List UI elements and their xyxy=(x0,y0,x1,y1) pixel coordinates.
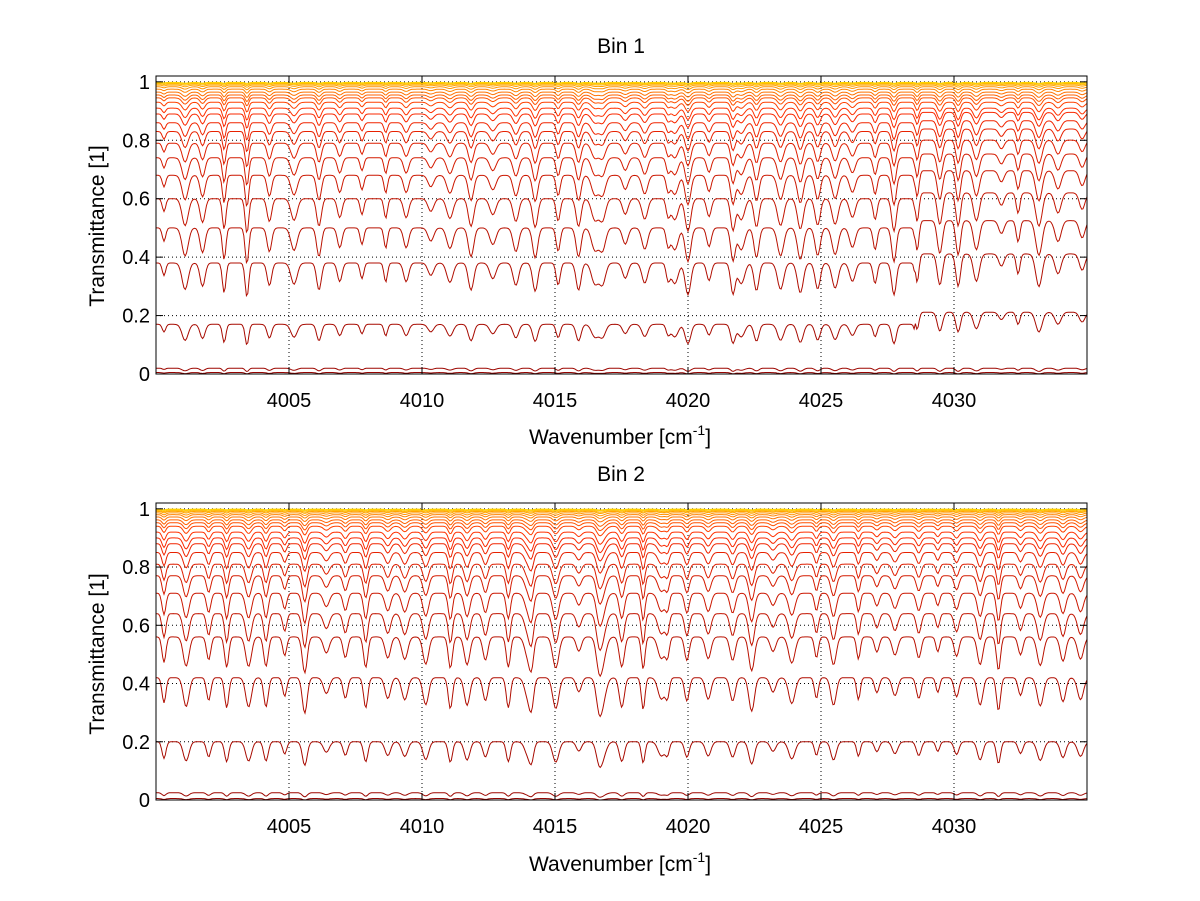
chart-panel-bin-1: Bin 1 4005 4010 4015 4020 4025 4030 0 0.2 0.4 0.6… xyxy=(86,35,1088,449)
series-line xyxy=(156,170,1088,208)
series-group xyxy=(155,508,1088,801)
x-tick-label: 4020 xyxy=(666,390,711,412)
series-line xyxy=(156,543,1088,562)
x-tick-label: 4015 xyxy=(533,816,578,838)
series-line xyxy=(155,537,1088,554)
series-line xyxy=(156,510,1088,515)
series-line xyxy=(155,636,1088,678)
series-line xyxy=(156,592,1088,628)
series-line xyxy=(156,563,1088,590)
series-line xyxy=(156,311,1088,346)
ticks: 4005 4010 4015 4020 4025 4030 0 0.2 0.4 0.6 0.8 1 xyxy=(122,72,1087,412)
x-tick-label: 4030 xyxy=(932,390,977,412)
series-line xyxy=(156,508,1087,511)
x-tick-label: 4005 xyxy=(267,816,312,838)
series-line xyxy=(156,139,1088,168)
series-line xyxy=(156,792,1088,798)
axes-box xyxy=(155,75,1088,375)
chart-title: Bin 1 xyxy=(597,35,645,58)
y-tick-label: 0.2 xyxy=(122,306,150,328)
x-tick-label: 4030 xyxy=(932,816,977,838)
series-line xyxy=(156,551,1088,574)
series-line xyxy=(156,575,1088,606)
series-line xyxy=(156,613,1088,652)
series-line xyxy=(156,192,1088,234)
series-line xyxy=(156,84,1088,88)
y-tick-label: 0 xyxy=(139,364,150,386)
series-line xyxy=(156,367,1088,372)
series-line xyxy=(156,81,1088,84)
series-line xyxy=(156,107,1088,121)
series-line xyxy=(155,677,1088,718)
series-line xyxy=(156,88,1088,94)
grid xyxy=(156,503,1087,801)
series-line xyxy=(156,510,1088,513)
series-line xyxy=(156,153,1088,186)
series-line xyxy=(156,97,1088,107)
series-line xyxy=(156,101,1088,113)
series-line xyxy=(156,111,1088,129)
series-line xyxy=(156,516,1088,523)
y-tick-label: 0.6 xyxy=(122,189,150,211)
series-line xyxy=(156,741,1088,769)
series-line xyxy=(156,86,1088,91)
series-line xyxy=(156,253,1088,298)
series-line xyxy=(156,531,1088,545)
y-tick-label: 0.4 xyxy=(122,674,150,696)
axes-box xyxy=(155,502,1088,801)
y-axis-label: Transmittance [1] xyxy=(86,573,109,734)
x-tick-label: 4015 xyxy=(533,390,578,412)
y-tick-label: 1 xyxy=(139,499,150,521)
series-line xyxy=(156,91,1088,98)
x-tick-label: 4005 xyxy=(267,390,312,412)
y-tick-label: 0.6 xyxy=(122,615,150,637)
y-tick-label: 0.2 xyxy=(122,732,150,754)
y-tick-label: 0.8 xyxy=(122,130,150,152)
y-axis-label: Transmittance [1] xyxy=(86,145,109,306)
series-line xyxy=(156,94,1088,103)
series-line xyxy=(156,120,1088,141)
series-line xyxy=(156,522,1088,532)
series-line xyxy=(155,514,1088,519)
x-tick-label: 4010 xyxy=(400,390,445,412)
y-tick-label: 0.4 xyxy=(122,247,150,269)
chart-panel-bin-2: Bin 2 4005 4010 4015 4020 4025 4030 0 0.2 0.4 0.6… xyxy=(86,463,1088,876)
x-axis-label: Wavenumber [cm-1] xyxy=(529,849,711,876)
chart-title: Bin 2 xyxy=(597,463,645,486)
x-axis-label: Wavenumber [cm-1] xyxy=(529,422,711,449)
series-line xyxy=(156,220,1088,265)
series-line xyxy=(156,519,1088,527)
y-tick-label: 1 xyxy=(139,72,150,94)
series-line xyxy=(156,525,1088,537)
series-group xyxy=(156,81,1088,375)
series-line xyxy=(156,82,1088,85)
x-tick-label: 4010 xyxy=(400,816,445,838)
x-tick-label: 4025 xyxy=(799,390,844,412)
y-tick-label: 0.8 xyxy=(122,557,150,579)
series-line xyxy=(156,128,1088,153)
ticks: 4005 4010 4015 4020 4025 4030 0 0.2 0.4 0.6 0.8 1 xyxy=(122,499,1087,838)
y-tick-label: 0 xyxy=(139,790,150,812)
series-line xyxy=(156,509,1088,512)
series-line xyxy=(156,83,1088,86)
series-line xyxy=(156,512,1088,517)
x-tick-label: 4025 xyxy=(799,816,844,838)
series-line xyxy=(156,371,1088,375)
x-tick-label: 4020 xyxy=(666,816,711,838)
